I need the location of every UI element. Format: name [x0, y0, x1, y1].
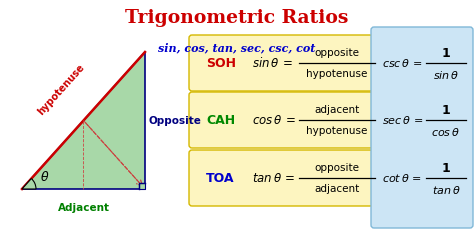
- Text: hypotenuse: hypotenuse: [36, 62, 87, 117]
- Text: TOA: TOA: [206, 172, 235, 184]
- Text: hypotenuse: hypotenuse: [306, 126, 368, 136]
- FancyBboxPatch shape: [189, 35, 373, 91]
- FancyBboxPatch shape: [189, 150, 373, 206]
- FancyBboxPatch shape: [189, 92, 373, 148]
- FancyBboxPatch shape: [371, 27, 473, 228]
- Text: adjacent: adjacent: [314, 105, 360, 115]
- Text: 1: 1: [442, 46, 450, 59]
- Text: $cot\,\theta\,=$: $cot\,\theta\,=$: [382, 172, 422, 184]
- Text: hypotenuse: hypotenuse: [306, 69, 368, 79]
- Text: SOH: SOH: [206, 56, 236, 69]
- Polygon shape: [22, 52, 145, 189]
- Text: $sec\,\theta\,=$: $sec\,\theta\,=$: [382, 114, 423, 126]
- Wedge shape: [22, 179, 36, 189]
- Text: $sin\,\theta$: $sin\,\theta$: [433, 69, 459, 81]
- Text: Trigonometric Ratios: Trigonometric Ratios: [125, 9, 349, 27]
- Polygon shape: [139, 183, 145, 189]
- Text: 1: 1: [442, 161, 450, 174]
- Text: $cos\,\theta$: $cos\,\theta$: [431, 126, 461, 138]
- Text: Adjacent: Adjacent: [57, 203, 109, 213]
- Text: Opposite: Opposite: [149, 115, 202, 126]
- Text: $csc\,\theta\,=$: $csc\,\theta\,=$: [382, 57, 423, 69]
- Text: $sin\,\theta\,=$: $sin\,\theta\,=$: [252, 56, 293, 70]
- Text: opposite: opposite: [315, 48, 359, 58]
- Text: $cos\,\theta\,=$: $cos\,\theta\,=$: [252, 114, 296, 127]
- Text: opposite: opposite: [315, 163, 359, 173]
- Text: sin, cos, tan, sec, csc, cot: sin, cos, tan, sec, csc, cot: [158, 43, 316, 54]
- Text: CAH: CAH: [206, 114, 235, 127]
- Text: adjacent: adjacent: [314, 184, 360, 194]
- Text: $tan\,\theta\,=$: $tan\,\theta\,=$: [252, 172, 295, 184]
- Text: 1: 1: [442, 104, 450, 117]
- Text: $\theta$: $\theta$: [40, 170, 49, 184]
- Text: $tan\,\theta$: $tan\,\theta$: [432, 184, 460, 196]
